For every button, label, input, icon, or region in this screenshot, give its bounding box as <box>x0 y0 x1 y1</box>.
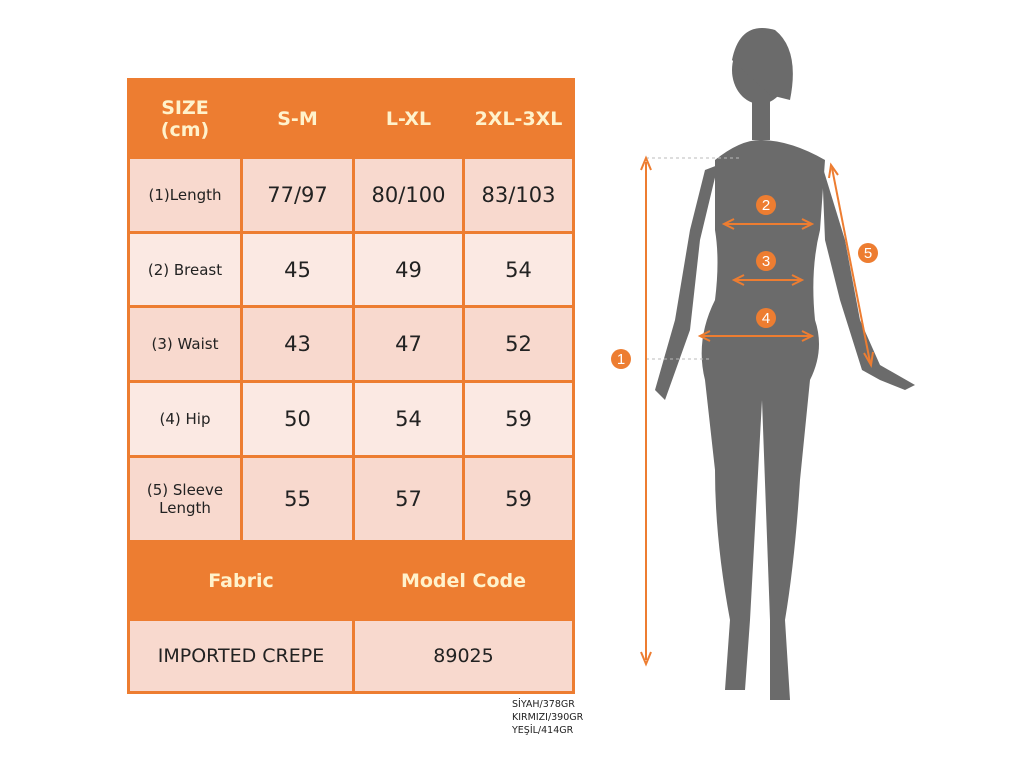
cell: 77/97 <box>240 156 355 234</box>
row-label: (3) Waist <box>127 305 243 383</box>
table-row: (5) Sleeve Length 55 57 59 <box>127 455 575 543</box>
cell: 52 <box>462 305 575 383</box>
size-chart-table: SIZE (cm) S-M L-XL 2XL-3XL (1)Length 77/9… <box>127 78 575 694</box>
table-row: (1)Length 77/97 80/100 83/103 <box>127 156 575 234</box>
weights-note: SİYAH/378GR KIRMIZI/390GR YEŞİL/414GR <box>512 698 583 737</box>
silhouette <box>655 28 915 700</box>
cell: 83/103 <box>462 156 575 234</box>
cell: 50 <box>240 380 355 458</box>
header-l-xl: L-XL <box>352 78 465 159</box>
marker-3: 3 <box>762 253 770 270</box>
header-2xl-3xl: 2XL-3XL <box>462 78 575 159</box>
row-label: (2) Breast <box>127 231 243 308</box>
cell: 59 <box>462 455 575 543</box>
cell: 49 <box>352 231 465 308</box>
cell: 45 <box>240 231 355 308</box>
cell: 54 <box>462 231 575 308</box>
cell: 57 <box>352 455 465 543</box>
marker-circles: 2 3 4 5 1 <box>611 195 878 369</box>
marker-1: 1 <box>617 351 625 368</box>
row-label: (1)Length <box>127 156 243 234</box>
weight-green: YEŞİL/414GR <box>512 725 574 736</box>
header-size: SIZE (cm) <box>127 78 243 159</box>
cell: 80/100 <box>352 156 465 234</box>
fabric-header: Fabric <box>127 540 355 621</box>
cell: 43 <box>240 305 355 383</box>
fabric-value: IMPORTED CREPE <box>127 618 355 694</box>
weight-red: KIRMIZI/390GR <box>512 712 584 723</box>
row-label: (4) Hip <box>127 380 243 458</box>
header-s-m: S-M <box>240 78 355 159</box>
cell: 54 <box>352 380 465 458</box>
row-label: (5) Sleeve Length <box>127 455 243 543</box>
table-row: (4) Hip 50 54 59 <box>127 380 575 458</box>
model-code-header: Model Code <box>352 540 575 621</box>
marker-4: 4 <box>762 310 770 327</box>
weight-black: SİYAH/378GR <box>512 699 575 710</box>
marker-5: 5 <box>864 245 872 262</box>
table-row: (3) Waist 43 47 52 <box>127 305 575 383</box>
cell: 55 <box>240 455 355 543</box>
cell: 47 <box>352 305 465 383</box>
model-code-value: 89025 <box>352 618 575 694</box>
measure-arrows <box>640 155 874 667</box>
table-row: (2) Breast 45 49 54 <box>127 231 575 308</box>
cell: 59 <box>462 380 575 458</box>
marker-2: 2 <box>762 197 770 214</box>
